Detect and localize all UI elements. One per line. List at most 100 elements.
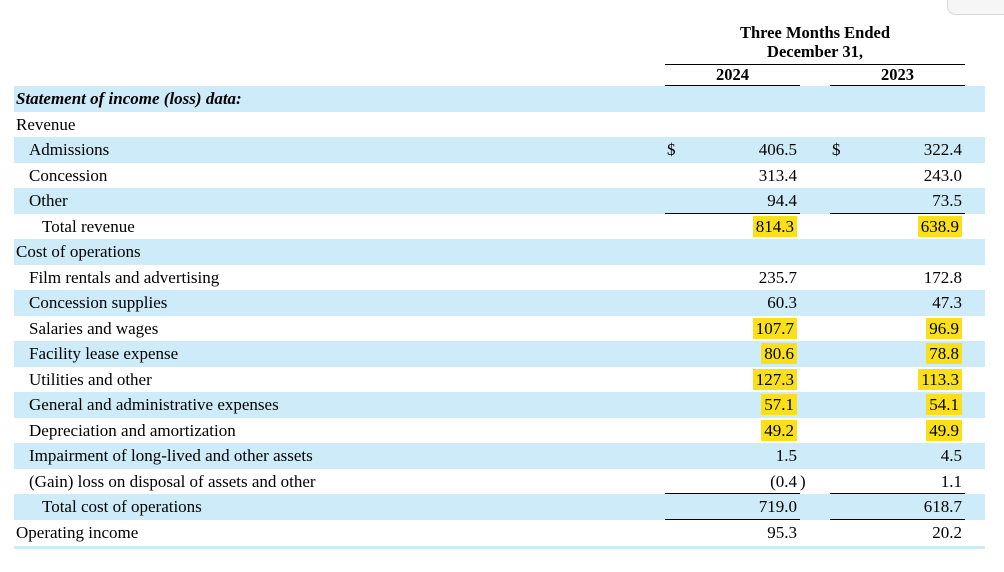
amount-2023: 96.9	[926, 317, 962, 339]
table-row: Concession supplies 60.3 47.3	[14, 290, 985, 316]
value-cell-2023: 1.1	[830, 469, 965, 494]
value-cell-2024: 57.1	[665, 392, 800, 418]
currency-symbol-2024: $	[667, 140, 676, 159]
table-row: Total revenue 814.3 638.9	[14, 214, 985, 240]
row-label: Utilities and other	[29, 369, 152, 389]
amount-2023: 78.8	[926, 343, 962, 364]
amount-2023: 49.9	[926, 419, 962, 441]
amount-2024: 60.3	[767, 293, 797, 312]
amount-2024: 814.3	[752, 215, 797, 237]
row-label: Concession supplies	[29, 293, 168, 312]
amount-2023: 54.1	[926, 394, 962, 415]
value-cell-2023: 113.3	[830, 367, 965, 393]
row-label: Impairment of long-lived and other asset…	[29, 446, 313, 465]
value-cell-2023: 73.5	[830, 188, 965, 214]
amount-2024: 107.7	[752, 317, 797, 339]
amount-2024: 719.0	[758, 497, 797, 516]
amount-2023: 172.8	[923, 267, 962, 287]
value-cell-2023: 243.0	[830, 163, 965, 189]
row-label: Salaries and wages	[29, 318, 159, 338]
row-label: Depreciation and amortization	[29, 420, 236, 440]
amount-2023: 1.1	[940, 471, 962, 491]
row-label: Other	[29, 191, 68, 210]
value-cell-2024: 60.3	[665, 290, 800, 316]
table-row: Film rentals and advertising 235.7 172.8	[14, 265, 985, 291]
value-cell-2024: 1.5	[665, 443, 800, 469]
amount-2023: 243.0	[923, 165, 962, 185]
amount-2024: 127.3	[752, 368, 797, 390]
table-row: Other 94.4 73.5	[14, 188, 985, 214]
value-cell-2024: 107.7	[665, 316, 800, 342]
amount-2023: 322.4	[923, 140, 962, 159]
amount-2023: 113.3	[918, 368, 962, 390]
row-label: (Gain) loss on disposal of assets and ot…	[29, 471, 316, 491]
value-cell-2024: (0.4 )	[665, 469, 806, 494]
table-row: Utilities and other 127.3 113.3	[14, 367, 985, 393]
amount-2024: 235.7	[758, 267, 797, 287]
amount-2023: 618.7	[923, 497, 962, 516]
value-cell-2024: 719.0	[665, 494, 800, 520]
period-header: Three Months Ended December 31,	[665, 23, 965, 65]
table-row: Revenue	[14, 112, 985, 138]
currency-symbol-2023: $	[832, 140, 841, 159]
table-row: Total cost of operations 719.0 618.7	[14, 494, 985, 520]
amount-2023: 638.9	[917, 215, 962, 237]
statement-table-body: Statement of income (loss) data: Revenue…	[14, 86, 985, 545]
column-header-2024: 2024	[665, 66, 800, 86]
value-cell-2024: 814.3	[665, 214, 800, 240]
value-cell-2024: 80.6	[665, 341, 800, 367]
row-label: General and administrative expenses	[29, 395, 279, 414]
amount-2024: 1.5	[775, 446, 797, 465]
period-title-line1: Three Months Ended	[739, 23, 891, 42]
value-cell-2023: 78.8	[830, 341, 965, 367]
value-cell-2023: 54.1	[830, 392, 965, 418]
table-row: Salaries and wages 107.7 96.9	[14, 316, 985, 342]
value-cell-2024: $ 406.5	[665, 137, 800, 163]
table-row: (Gain) loss on disposal of assets and ot…	[14, 469, 985, 494]
table-row: General and administrative expenses 57.1…	[14, 392, 985, 418]
table-row: Cost of operations	[14, 239, 985, 265]
value-cell-2024: 235.7	[665, 265, 800, 291]
row-label: Total revenue	[42, 216, 135, 236]
table-bottom-rule	[14, 546, 985, 549]
value-cell-2024: 127.3	[665, 367, 800, 393]
value-cell-2023: 47.3	[830, 290, 965, 316]
value-cell-2023: 638.9	[830, 214, 965, 240]
row-label: Operating income	[16, 522, 139, 542]
row-label: Statement of income (loss) data:	[16, 89, 242, 108]
row-label: Film rentals and advertising	[29, 267, 220, 287]
row-label: Total cost of operations	[42, 497, 202, 516]
value-cell-2023: 49.9	[830, 418, 965, 444]
amount-2024: 80.6	[761, 343, 797, 364]
table-column-headers: Three Months Ended December 31, 2024 202…	[665, 23, 965, 86]
amount-2023: 20.2	[932, 522, 962, 542]
value-cell-2023: 20.2	[830, 520, 965, 546]
amount-2024: 49.2	[761, 419, 797, 441]
table-row: Facility lease expense 80.6 78.8	[14, 341, 985, 367]
table-row: Operating income 95.3 20.2	[14, 520, 985, 546]
row-label: Revenue	[16, 114, 76, 134]
amount-2024: 57.1	[761, 394, 797, 415]
amount-2023: 47.3	[932, 293, 962, 312]
row-label: Facility lease expense	[29, 344, 179, 363]
table-row: Impairment of long-lived and other asset…	[14, 443, 985, 469]
value-cell-2024: 313.4	[665, 163, 800, 189]
column-header-2023: 2023	[830, 66, 965, 86]
amount-2024: (0.4	[770, 471, 797, 491]
table-row: Depreciation and amortization 49.2 49.9	[14, 418, 985, 444]
value-cell-2023: 618.7	[830, 494, 965, 520]
amount-2024: 94.4	[767, 191, 797, 210]
row-label: Cost of operations	[16, 242, 141, 261]
amount-2023: 4.5	[940, 446, 962, 465]
row-label: Concession	[29, 165, 108, 185]
year-header-row: 2024 2023	[665, 66, 965, 86]
amount-2024: 95.3	[767, 522, 797, 542]
scrollbar-thumb[interactable]	[947, 0, 1004, 15]
value-cell-2023: $ 322.4	[830, 137, 965, 163]
amount-2024: 313.4	[758, 165, 797, 185]
table-row: Concession 313.4 243.0	[14, 163, 985, 189]
value-cell-2023: 96.9	[830, 316, 965, 342]
amount-2024: 406.5	[758, 140, 797, 159]
value-cell-2024: 94.4	[665, 188, 800, 214]
